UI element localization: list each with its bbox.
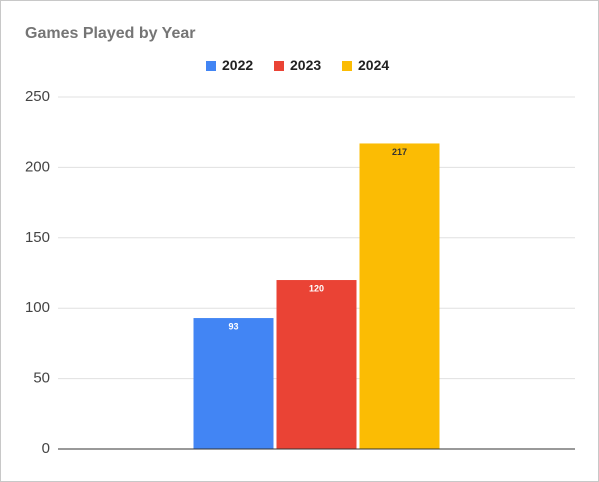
y-tick-label: 200 — [25, 158, 50, 175]
legend-swatch — [274, 61, 284, 71]
bar — [359, 143, 440, 450]
chart-title: Games Played by Year — [25, 25, 195, 42]
legend-swatch — [342, 61, 352, 71]
data-label: 93 — [228, 321, 238, 331]
legend-label: 2022 — [222, 57, 253, 73]
y-tick-label: 0 — [42, 440, 50, 457]
legend-label: 2024 — [358, 57, 389, 73]
bar — [193, 318, 274, 449]
y-tick-label: 100 — [25, 299, 50, 316]
data-label: 120 — [309, 283, 324, 293]
data-label: 217 — [392, 147, 407, 157]
y-tick-label: 50 — [33, 370, 50, 387]
bar — [276, 280, 357, 449]
legend-swatch — [206, 61, 216, 71]
y-tick-label: 150 — [25, 229, 50, 246]
y-tick-label: 250 — [25, 88, 50, 105]
legend-label: 2023 — [290, 57, 321, 73]
